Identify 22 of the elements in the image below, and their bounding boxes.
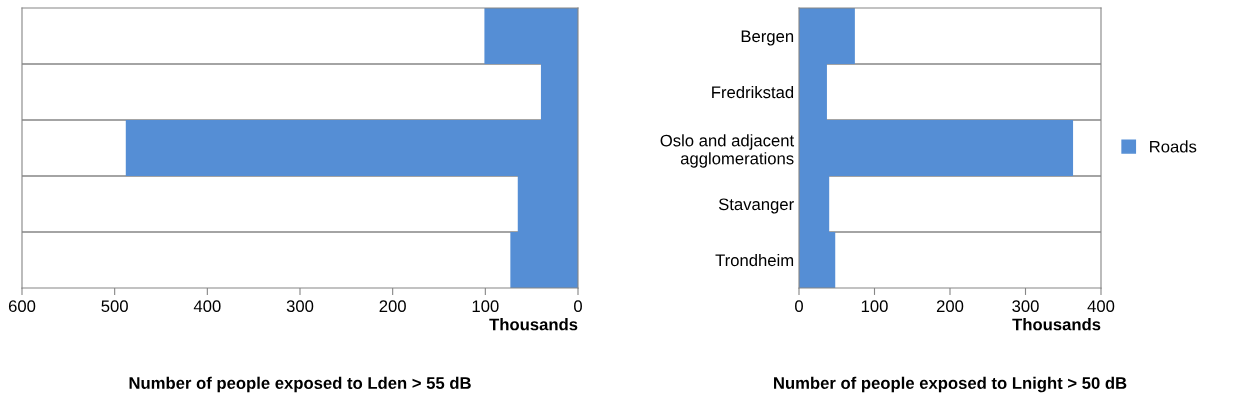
x-tick-label: 100 xyxy=(472,300,499,313)
legend-label: Roads xyxy=(1150,140,1197,153)
x-tick-label: 400 xyxy=(193,300,221,313)
x-tick-label: 200 xyxy=(936,300,964,313)
y-tick-label: Bergen xyxy=(741,30,794,46)
x-tick-label: 600 xyxy=(8,300,36,313)
x-tick-label: 400 xyxy=(1087,300,1115,313)
y-tick-label: Oslo and adjacent agglomerations xyxy=(660,134,795,168)
y-tick-label: Trondheim xyxy=(715,253,794,267)
x-tick-label: 100 xyxy=(861,300,888,313)
text: Number of people exposed to Lnight > 50 dB xyxy=(774,376,1127,393)
x-tick-label: 500 xyxy=(101,300,128,313)
y-tick-label: Stavanger xyxy=(718,198,794,214)
x-tick-label: 300 xyxy=(1012,300,1039,313)
y-tick-label: Fredrikstad xyxy=(712,85,794,99)
x-tick-label: 0 xyxy=(574,300,582,313)
x-tick-label: 200 xyxy=(379,300,406,313)
x-tick-label: 300 xyxy=(286,300,314,313)
x-axis-title: Thousands xyxy=(1012,318,1101,331)
x-tick-label: 0 xyxy=(795,300,803,313)
x-axis-title: Thousands xyxy=(489,318,578,331)
text: Number of people exposed to Lden > 55 dB xyxy=(129,376,471,393)
